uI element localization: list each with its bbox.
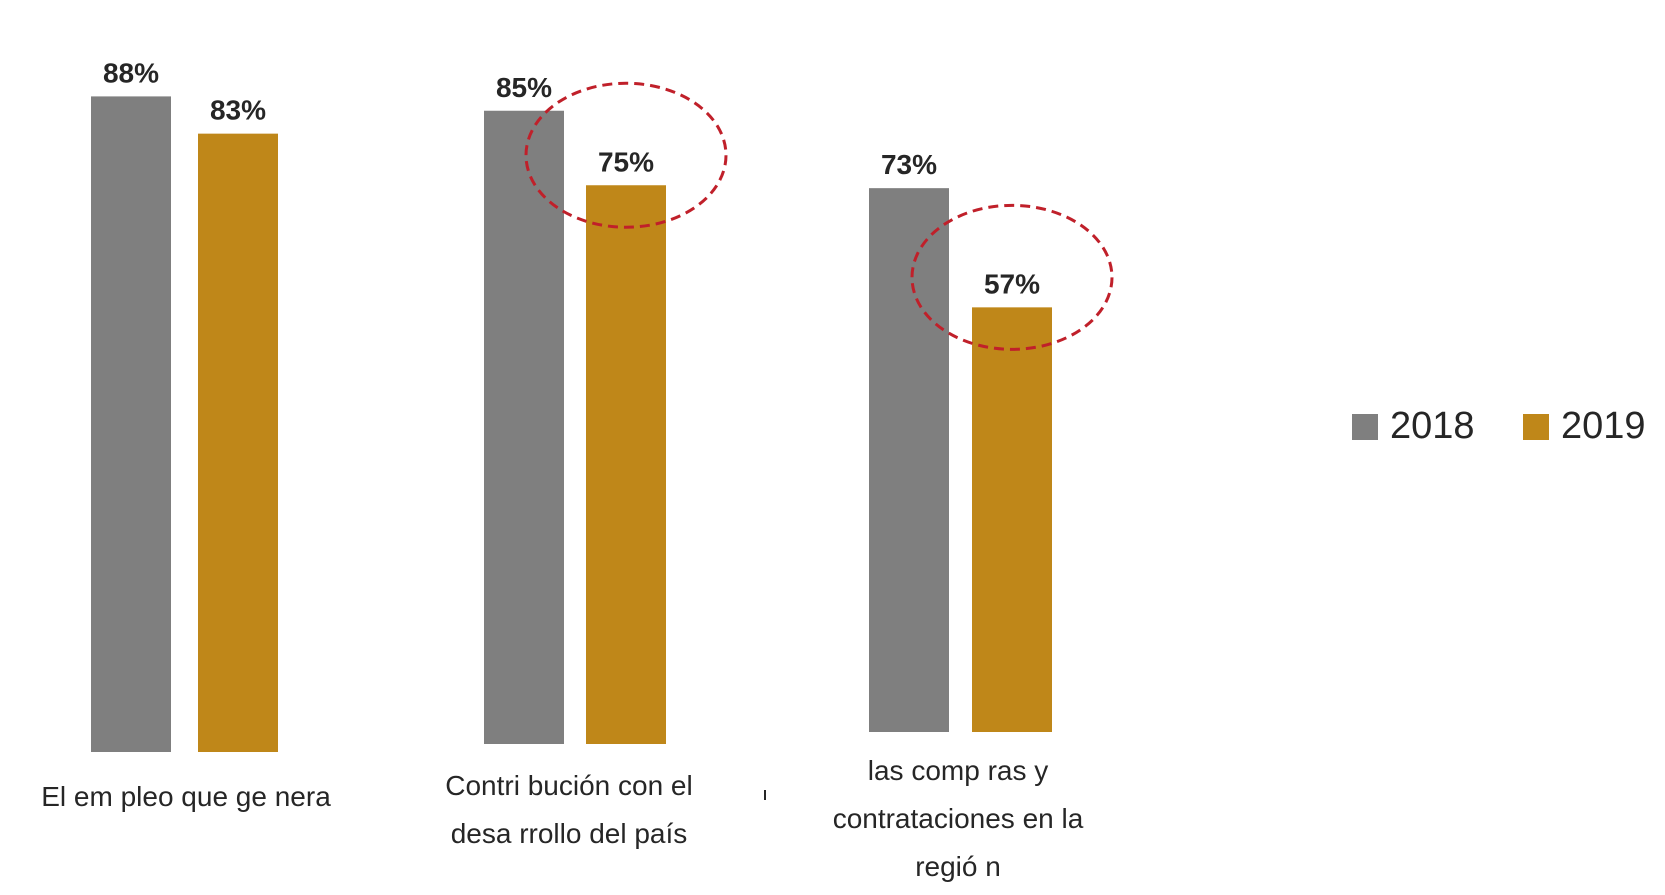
- data-label-2018-3: 73%: [881, 149, 937, 180]
- category-label-2-line-2: desa rrollo del país: [451, 818, 688, 849]
- data-label-2019-1: 83%: [210, 95, 266, 126]
- highlight-ellipse-1: [524, 81, 728, 229]
- data-label-2019-3: 57%: [984, 268, 1040, 299]
- category-label-3-line-1: las comp ras y: [868, 755, 1049, 786]
- category-label-2-line-1: Contri bución con el: [445, 770, 692, 801]
- legend-label-2019: 2019: [1561, 405, 1646, 447]
- legend-swatch-2018: [1352, 414, 1378, 440]
- bar-2019-3: [972, 307, 1052, 732]
- data-label-2018-1: 88%: [103, 57, 159, 88]
- bar-2018-3: [869, 188, 949, 732]
- data-label-2018-2: 85%: [496, 72, 552, 103]
- highlight-ellipse-2: [910, 203, 1114, 351]
- bar-2019-2: [586, 185, 666, 744]
- bar-2018-2: [484, 110, 564, 744]
- bar-2019-1: [198, 133, 278, 752]
- category-label-1-line-1: El em pleo que ge nera: [41, 781, 331, 812]
- legend-label-2018: 2018: [1390, 405, 1475, 447]
- data-label-2019-2: 75%: [598, 146, 654, 177]
- category-label-3-line-2: contrataciones en la: [833, 803, 1084, 834]
- legend-swatch-2019: [1523, 414, 1549, 440]
- category-label-3-line-3: regió n: [915, 851, 1001, 882]
- bar-2018-1: [91, 96, 171, 752]
